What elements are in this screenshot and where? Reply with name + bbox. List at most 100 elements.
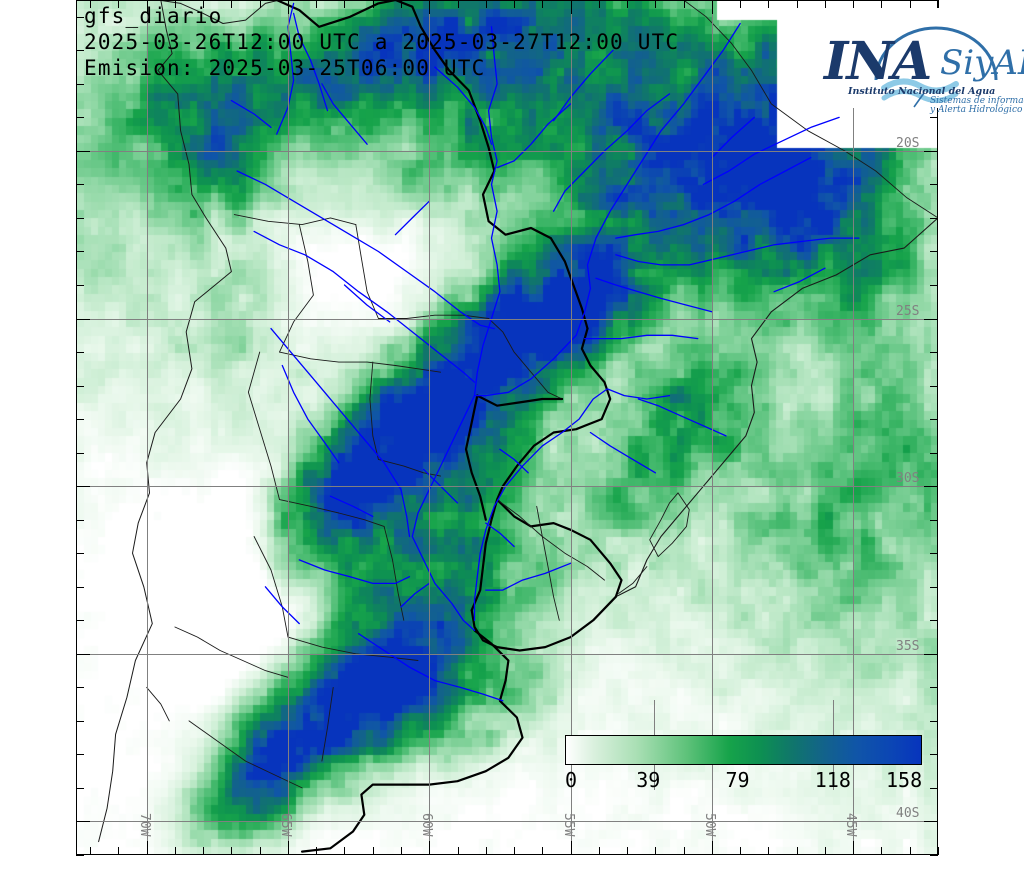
tick-top	[118, 0, 119, 8]
tick-right	[924, 821, 938, 822]
tick-bottom	[175, 847, 176, 855]
tick-left	[76, 50, 84, 51]
tick-top	[825, 0, 826, 8]
gridline-lon-50W	[712, 0, 713, 855]
tick-top	[627, 0, 628, 8]
tick-left	[76, 184, 84, 185]
tick-top	[655, 0, 656, 8]
tick-left	[76, 821, 90, 822]
tick-left	[76, 151, 90, 152]
tick-left	[76, 419, 84, 420]
tick-right	[930, 419, 938, 420]
tick-bottom	[344, 847, 345, 855]
tick-bottom	[231, 847, 232, 855]
tick-right	[930, 687, 938, 688]
tick-right	[930, 184, 938, 185]
tick-bottom	[627, 847, 628, 855]
colorbar-tick-39: 39	[636, 768, 661, 792]
tick-right	[930, 251, 938, 252]
colorbar-tick-79: 79	[725, 768, 750, 792]
tick-right	[930, 285, 938, 286]
gridline-lon-70W	[147, 0, 148, 855]
tick-top	[203, 0, 204, 8]
tick-bottom	[486, 847, 487, 855]
tick-top	[599, 0, 600, 8]
gridline-lat-20S	[76, 151, 938, 152]
map-title-block: gfs_diario 2025-03-26T12:00 UTC a 2025-0…	[84, 3, 679, 81]
colorbar-tick-118: 118	[814, 768, 851, 792]
tick-right	[930, 587, 938, 588]
precipitation-colorbar	[565, 735, 922, 765]
map-plot-area[interactable]	[76, 0, 938, 855]
tick-right	[930, 453, 938, 454]
tick-top	[542, 0, 543, 8]
tick-top	[938, 0, 939, 8]
tick-bottom	[147, 841, 148, 855]
gridline-lat-35S	[76, 654, 938, 655]
tick-bottom	[542, 847, 543, 855]
tick-right	[930, 620, 938, 621]
precipitation-raster	[76, 0, 938, 855]
tick-top	[514, 0, 515, 8]
tick-left	[76, 352, 84, 353]
tick-bottom	[599, 847, 600, 855]
gridline-lat-30S	[76, 486, 938, 487]
gridline-lon-45W	[853, 0, 854, 855]
logo-system: SiyAH	[940, 43, 1024, 83]
tick-top	[90, 0, 91, 8]
logo-institute: Instituto Nacional del Agua	[848, 86, 996, 97]
tick-right	[930, 754, 938, 755]
tick-bottom	[825, 847, 826, 855]
colorbar-tick-labels: 0 39 79 118 158	[552, 768, 952, 792]
tick-top	[316, 0, 317, 8]
logo-graphic	[874, 26, 998, 108]
lon-label-65W: 65W	[277, 813, 293, 837]
tick-left	[76, 553, 84, 554]
tick-bottom	[316, 847, 317, 855]
logo-acronym: INA	[824, 31, 932, 92]
tick-bottom	[458, 847, 459, 855]
tick-right	[924, 151, 938, 152]
lon-label-45W: 45W	[843, 813, 859, 837]
tick-left	[76, 285, 84, 286]
tick-left	[76, 17, 84, 18]
tick-bottom	[910, 847, 911, 855]
title-emission: Emision: 2025-03-25T06:00 UTC	[84, 56, 486, 80]
title-valid-range: 2025-03-26T12:00 UTC a 2025-03-27T12:00 …	[84, 30, 680, 54]
lon-label-50W: 50W	[701, 813, 717, 837]
tick-bottom	[655, 847, 656, 855]
tick-right	[924, 654, 938, 655]
tick-top	[486, 0, 487, 8]
lon-label-55W: 55W	[560, 813, 576, 837]
logo-subline-1: Sistemas de información	[930, 96, 1024, 106]
tick-left	[76, 520, 84, 521]
tick-right	[930, 218, 938, 219]
lat-label-40S: 40S	[896, 806, 920, 822]
tick-bottom	[712, 841, 713, 855]
tick-top	[147, 0, 148, 14]
tick-top	[458, 0, 459, 8]
tick-bottom	[260, 847, 261, 855]
tick-bottom	[684, 847, 685, 855]
logo-subline-2: y Alerta Hidrológico	[930, 105, 1023, 115]
tick-left	[76, 587, 84, 588]
tick-left	[76, 386, 84, 387]
lat-label-30S: 30S	[896, 471, 920, 487]
tick-top	[684, 0, 685, 8]
tick-right	[930, 553, 938, 554]
tick-bottom	[797, 847, 798, 855]
lon-label-70W: 70W	[136, 813, 152, 837]
gridline-lon-65W	[288, 0, 289, 855]
lat-label-25S: 25S	[896, 303, 920, 319]
tick-bottom	[881, 847, 882, 855]
gridline-lat-40S	[76, 821, 938, 822]
tick-right	[930, 386, 938, 387]
tick-left	[76, 654, 90, 655]
tick-top	[231, 0, 232, 8]
geography-overlay	[98, 0, 938, 853]
tick-top	[260, 0, 261, 8]
tick-top	[373, 0, 374, 8]
tick-left	[76, 218, 84, 219]
lat-label-20S: 20S	[896, 135, 920, 151]
